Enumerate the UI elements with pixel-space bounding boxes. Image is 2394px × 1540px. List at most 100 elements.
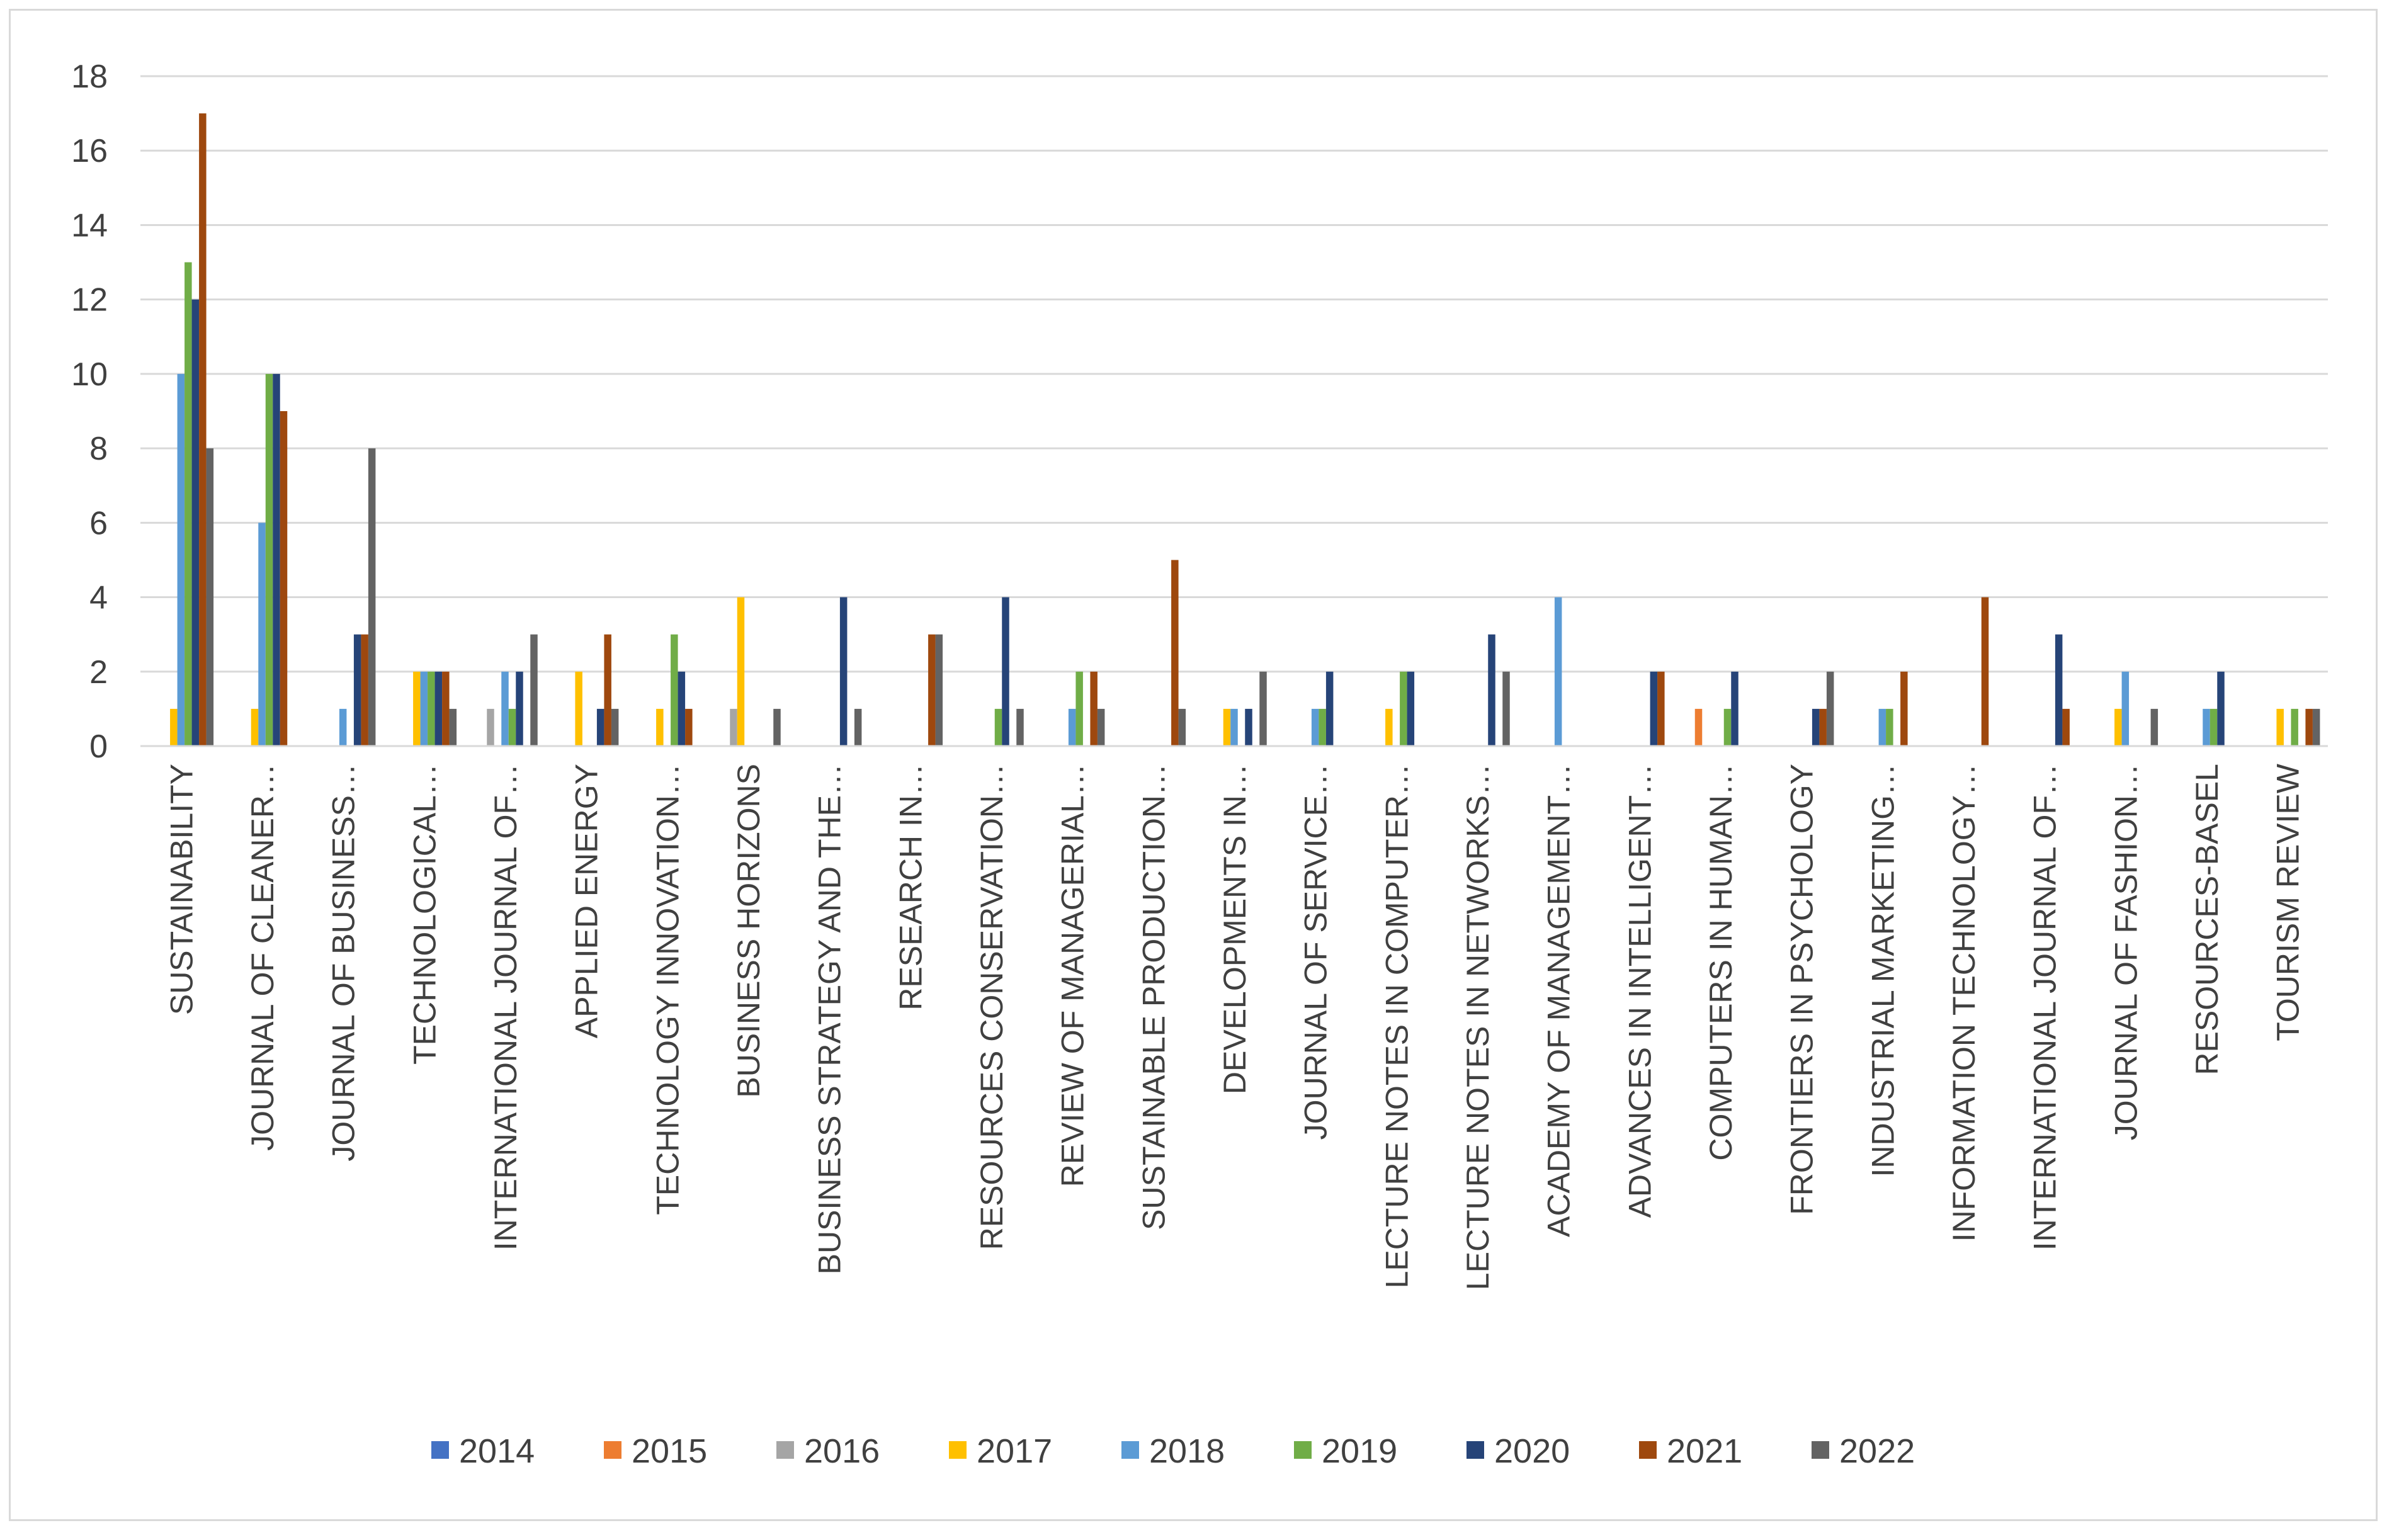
bar-2018-2: [258, 523, 266, 746]
bar-2020-15: [1325, 671, 1334, 746]
legend-swatch-2017: [949, 1441, 967, 1459]
bar-2021-3: [361, 634, 368, 746]
bar-2020-6: [596, 708, 604, 746]
bar-2019-16: [1400, 671, 1407, 746]
bar-2019-27: [2291, 708, 2298, 746]
bar-2022-25: [2150, 708, 2159, 746]
bar-2019-1: [184, 262, 192, 746]
y-tick-label: 2: [89, 654, 108, 691]
bar-2020-21: [1812, 708, 1820, 746]
bar-2022-6: [611, 708, 619, 746]
bar-2017-8: [737, 597, 745, 746]
bars: [170, 113, 2320, 747]
bar-2020-14: [1245, 708, 1252, 746]
bar-2021-1: [199, 113, 207, 747]
bar-2017-25: [2114, 708, 2122, 746]
bar-2022-10: [935, 634, 943, 746]
chart-frame: 0 2 4 6 8 10 12 14 16 18 SUSTAINABILITY JOURNAL OF…: [9, 9, 2378, 1521]
x-category-label: INTERNATIONAL JOURNAL OF…: [488, 764, 523, 1250]
bar-2020-3: [353, 634, 361, 746]
legend-swatch-2020: [1466, 1441, 1484, 1459]
x-category-label: JOURNAL OF BUSINESS…: [326, 764, 361, 1162]
bar-2018-12: [1068, 708, 1076, 746]
bar-2019-22: [1886, 708, 1893, 746]
bar-2021-12: [1090, 671, 1098, 746]
bar-2018-1: [177, 373, 185, 746]
legend-swatch-2019: [1294, 1441, 1312, 1459]
legend-label-2022: 2022: [1839, 1432, 1915, 1470]
bar-2022-13: [1178, 708, 1186, 746]
bar-2017-4: [413, 671, 421, 746]
legend-label-2016: 2016: [804, 1432, 880, 1470]
bar-2019-15: [1319, 708, 1326, 746]
y-tick-label: 6: [89, 505, 108, 541]
x-category-label: RESOURCES CONSERVATION…: [974, 764, 1009, 1250]
x-category-label: TECHNOLOGICAL…: [407, 764, 442, 1065]
x-category-label: JOURNAL OF CLEANER…: [245, 764, 280, 1151]
bar-2017-14: [1223, 708, 1231, 746]
bar-2018-15: [1311, 708, 1319, 746]
bar-2018-25: [2121, 671, 2130, 746]
y-tick-label: 8: [89, 431, 108, 467]
legend-swatch-2014: [431, 1441, 449, 1459]
x-category-label: SUSTAINABILITY: [164, 764, 199, 1015]
bar-2021-10: [928, 634, 936, 746]
bar-2018-22: [1878, 708, 1886, 746]
bar-2021-13: [1171, 560, 1179, 746]
bar-2019-5: [508, 708, 516, 746]
legend-swatch-2016: [776, 1441, 794, 1459]
bar-2019-20: [1723, 708, 1732, 746]
y-axis-ticks: 0 2 4 6 8 10 12 14 16 18: [71, 59, 108, 765]
bar-2020-5: [516, 671, 523, 746]
legend-swatch-2021: [1639, 1441, 1657, 1459]
bar-2022-8: [773, 708, 781, 746]
bar-2019-26: [2210, 708, 2218, 746]
bar-2017-2: [251, 708, 259, 746]
bar-2021-2: [280, 411, 288, 746]
bar-2018-14: [1230, 708, 1238, 746]
x-axis-category-labels: SUSTAINABILITY JOURNAL OF CLEANER… JOURNAL…: [164, 763, 2305, 1290]
y-tick-label: 10: [71, 356, 108, 393]
x-category-label: LECTURE NOTES IN COMPUTER…: [1379, 764, 1414, 1288]
legend-label-2021: 2021: [1667, 1432, 1742, 1470]
bar-2015-20: [1694, 708, 1703, 746]
bar-2022-27: [2312, 708, 2320, 746]
bar-2018-3: [339, 708, 347, 746]
bar-2022-5: [530, 634, 538, 746]
y-tick-label: 0: [89, 728, 108, 765]
bar-2018-4: [420, 671, 428, 746]
bar-2020-26: [2217, 671, 2225, 746]
bar-2020-2: [273, 373, 280, 746]
bar-2020-1: [191, 299, 200, 747]
x-category-label: APPLIED ENERGY: [569, 764, 604, 1038]
bar-2017-27: [2276, 708, 2284, 746]
bar-2021-6: [604, 634, 611, 746]
x-category-label: RESOURCES-BASEL: [2189, 764, 2225, 1075]
x-category-label: COMPUTERS IN HUMAN…: [1703, 764, 1739, 1161]
bar-2020-7: [678, 671, 686, 746]
bar-2020-16: [1407, 671, 1415, 746]
bar-2021-19: [1657, 671, 1665, 746]
bar-2020-17: [1488, 634, 1495, 746]
bar-2020-4: [434, 671, 443, 746]
x-category-label: RESEARCH IN…: [893, 764, 928, 1011]
bar-2017-16: [1385, 708, 1393, 746]
bar-2022-12: [1097, 708, 1105, 746]
bar-2020-19: [1650, 671, 1658, 746]
bar-2017-6: [575, 671, 582, 746]
bar-2021-21: [1819, 708, 1827, 746]
bar-2019-4: [428, 671, 435, 746]
bar-chart: 0 2 4 6 8 10 12 14 16 18 SUSTAINABILITY JOURNAL OF…: [71, 59, 2328, 1470]
legend-swatch-2015: [604, 1441, 621, 1459]
x-category-label: DEVELOPMENTS IN…: [1217, 764, 1252, 1094]
legend-label-2020: 2020: [1494, 1432, 1570, 1470]
bar-2021-22: [1900, 671, 1908, 746]
bar-2021-7: [685, 708, 693, 746]
bar-2022-1: [206, 448, 214, 746]
bar-2018-5: [501, 671, 509, 746]
y-tick-label: 16: [71, 133, 108, 169]
y-tick-label: 18: [71, 59, 108, 95]
bar-2022-14: [1259, 671, 1267, 746]
gridlines: [140, 75, 2328, 673]
x-category-label: BUSINESS HORIZONS: [731, 764, 766, 1098]
